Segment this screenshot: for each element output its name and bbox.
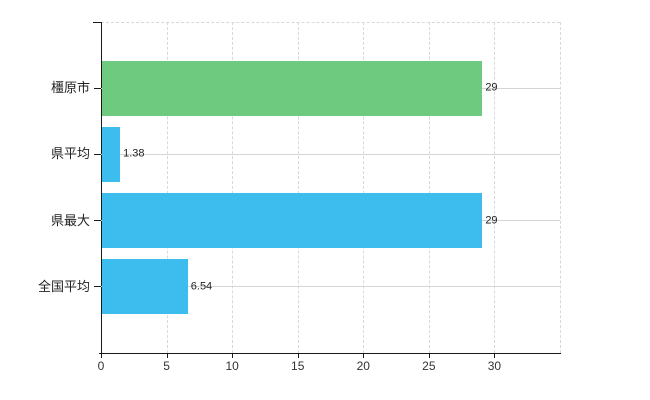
- x-axis-tick-label: 10: [225, 359, 239, 373]
- bar-category-1: [102, 126, 121, 182]
- y-axis-tick: [94, 87, 101, 89]
- bar-value-label: 29: [485, 81, 498, 94]
- category-row-line: [101, 153, 560, 155]
- x-axis-tick-15: [297, 354, 299, 358]
- y-axis-line: [101, 22, 102, 354]
- x-axis-line: [99, 353, 561, 354]
- category-label: 全国平均: [37, 278, 90, 294]
- gridline-x-20: [363, 22, 365, 353]
- x-axis-tick-10: [232, 354, 234, 358]
- gridline-x-30: [494, 22, 496, 353]
- bar-value-label: 1.38: [123, 147, 145, 160]
- x-axis-tick-label: 25: [422, 359, 436, 373]
- bar-category-2: [102, 193, 483, 249]
- category-row-line: [101, 286, 560, 288]
- bar-value-label: 29: [485, 214, 498, 227]
- x-axis-tick-30: [494, 354, 496, 358]
- y-axis-tick: [94, 153, 101, 155]
- x-axis-tick-label: 30: [487, 359, 502, 373]
- x-axis-tick-25: [428, 354, 430, 358]
- x-axis-tick-label: 20: [356, 359, 370, 373]
- gridline-x-15: [297, 22, 299, 353]
- x-axis-tick-0: [101, 354, 102, 358]
- y-axis-tick: [94, 220, 101, 222]
- plot-top-border: [101, 22, 560, 23]
- bar-value-label: 6.54: [190, 280, 213, 293]
- x-axis-tick-label: 0: [97, 359, 105, 373]
- gridline-x-25: [428, 22, 430, 353]
- y-axis-tick: [94, 286, 101, 288]
- bar-category-3: [102, 259, 188, 315]
- category-label: 県平均: [50, 146, 90, 162]
- y-axis-top-tick: [93, 22, 101, 23]
- bar-category-0: [102, 60, 483, 116]
- plot-area: 29 1.38 29 6.54: [101, 22, 561, 353]
- x-axis-tick-5: [166, 354, 168, 358]
- gridline-x-35: [560, 22, 561, 353]
- x-axis-tick-label: 15: [291, 359, 305, 373]
- gridline-x-5: [166, 22, 168, 353]
- category-label: 橿原市: [50, 80, 90, 96]
- category-label: 県最大: [50, 212, 90, 228]
- gridline-x-10: [232, 22, 234, 353]
- x-axis-tick-label: 5: [163, 359, 170, 373]
- x-axis-tick-20: [363, 354, 365, 358]
